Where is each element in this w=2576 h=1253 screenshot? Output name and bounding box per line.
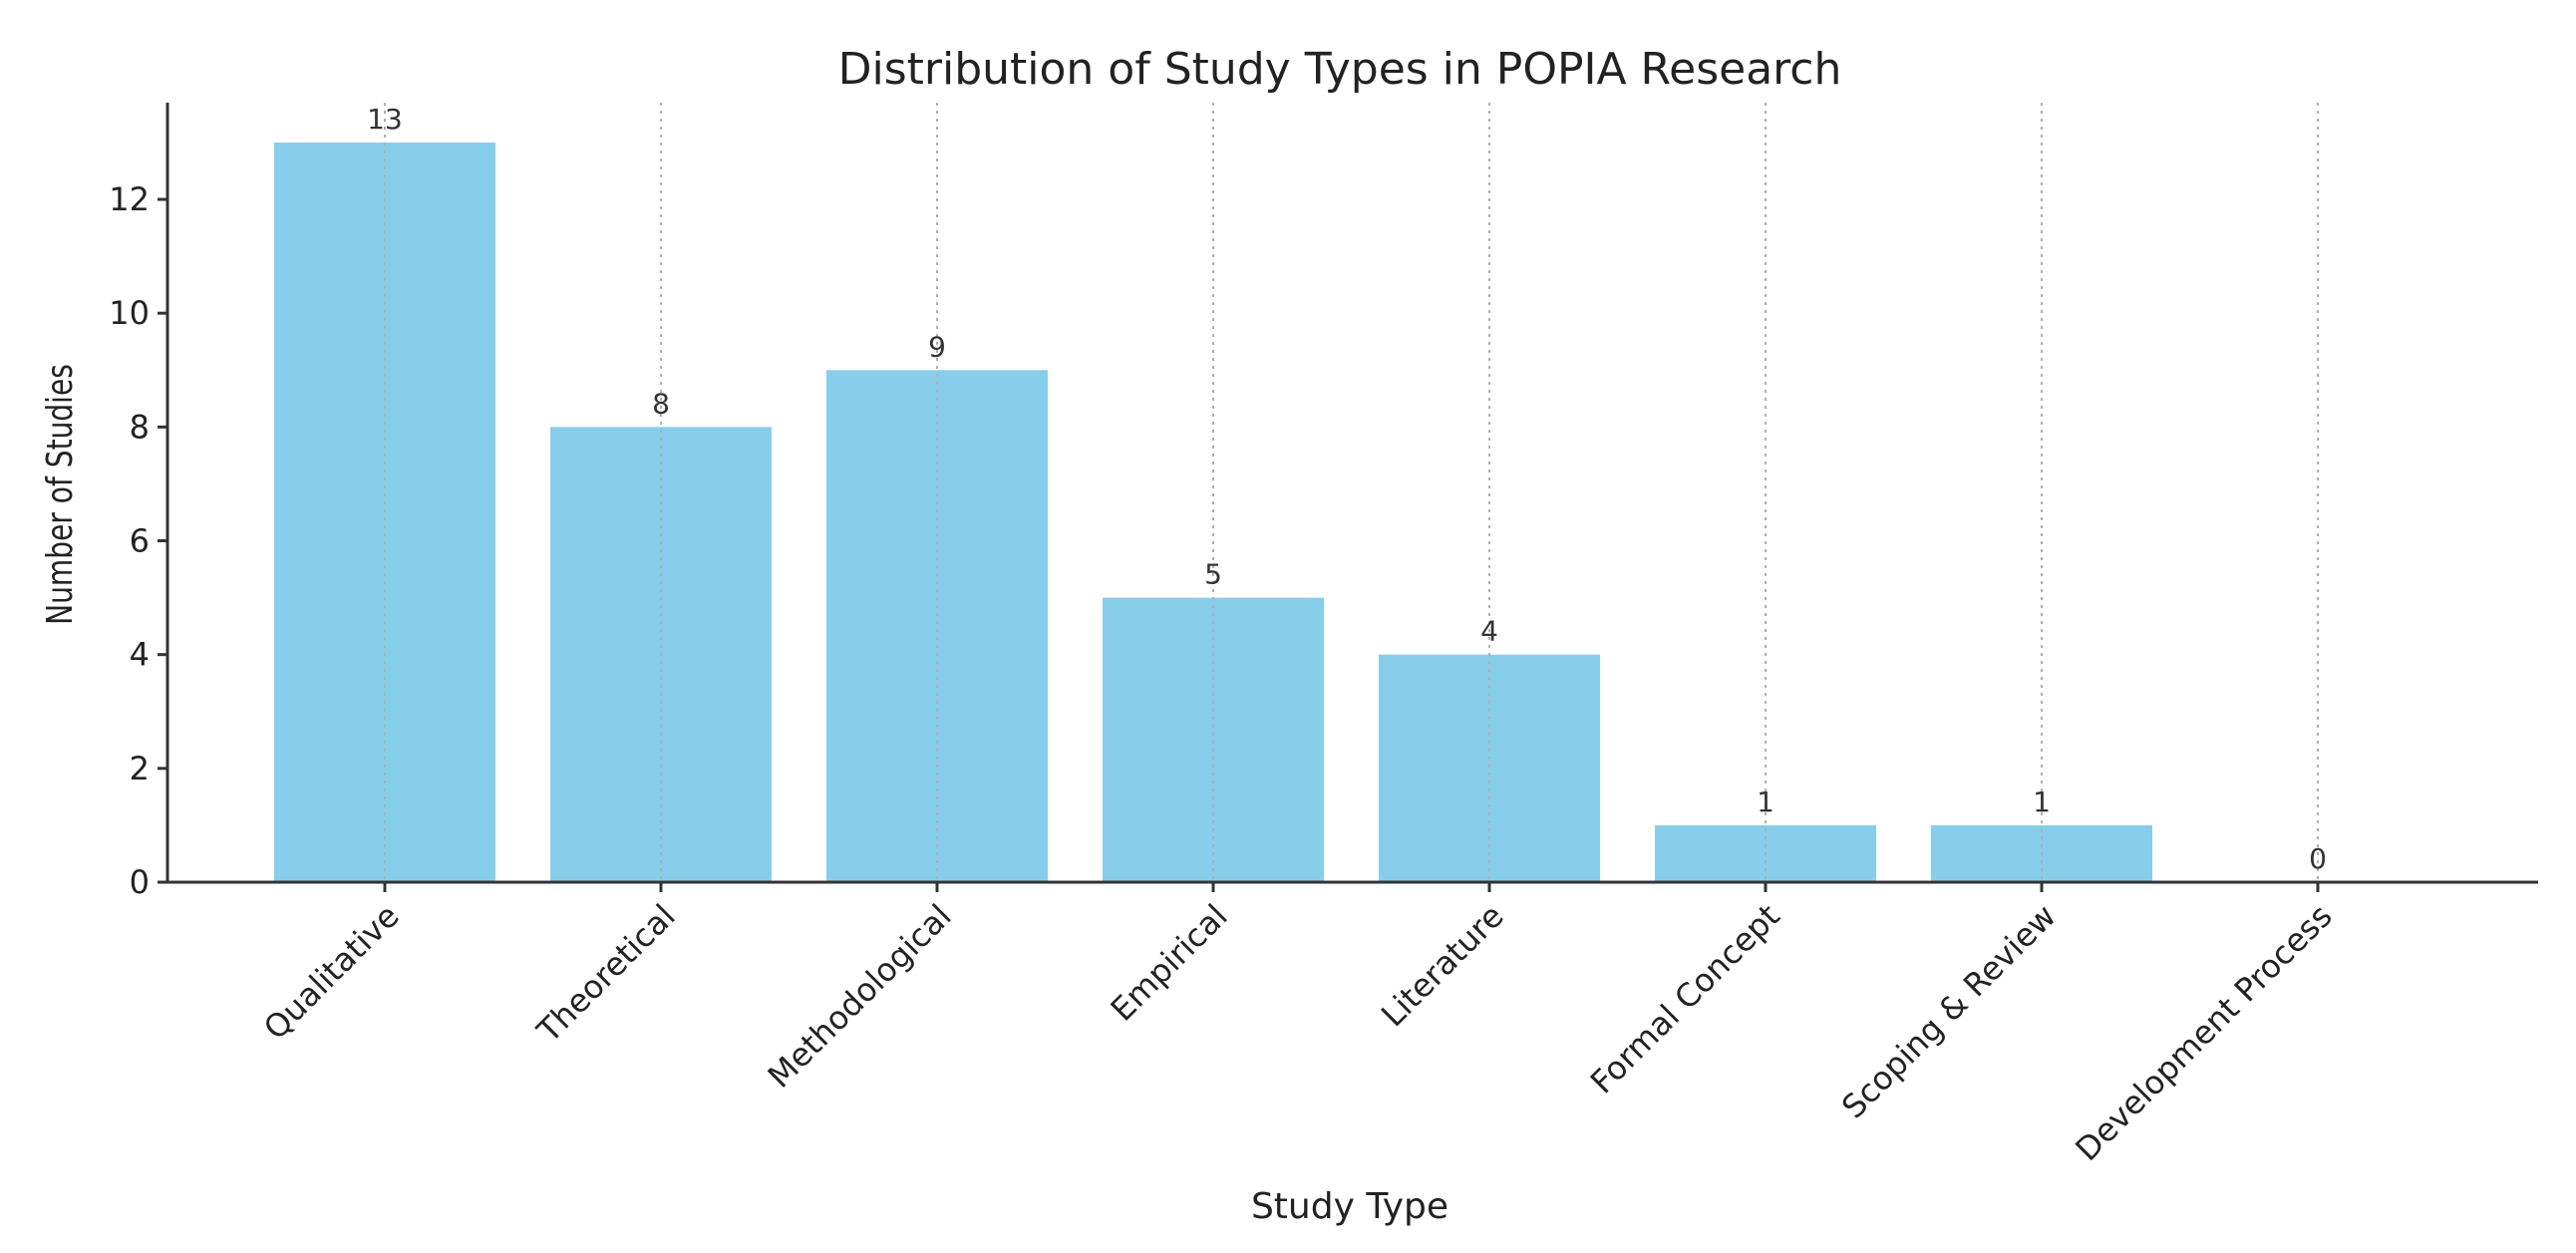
category-label-0: Qualitative	[256, 897, 407, 1048]
category-label-4: Literature	[1374, 897, 1511, 1035]
value-label-5: 1	[1757, 785, 1774, 818]
y-tick-label-3: 6	[130, 522, 150, 560]
y-axis-label: Number of Studies	[39, 364, 81, 625]
x-axis-label: Study Type	[1251, 1186, 1449, 1227]
category-label-6: Scoping & Review	[1834, 897, 2064, 1126]
bar-4	[1379, 654, 1600, 882]
y-tick-label-4: 8	[130, 408, 150, 446]
category-label-1: Theoretical	[529, 897, 683, 1051]
value-label-1: 8	[652, 387, 670, 420]
category-label-5: Formal Concept	[1583, 897, 1787, 1101]
value-label-7: 0	[2309, 842, 2327, 875]
value-labels: 13 8 9 5 4 1 1 0	[367, 103, 2327, 875]
category-label-3: Empirical	[1104, 897, 1235, 1029]
y-tick-label-5: 10	[109, 294, 150, 332]
bar-3	[1103, 597, 1324, 882]
category-label-2: Methodological	[761, 897, 959, 1096]
axes	[165, 103, 2538, 884]
value-label-4: 4	[1480, 615, 1498, 648]
category-labels: Qualitative Theoretical Methodological Empi…	[256, 882, 2340, 1168]
gridlines	[384, 103, 2319, 882]
category-label-7: Development Process	[2068, 897, 2339, 1168]
value-label-2: 9	[928, 330, 946, 363]
chart-title: Distribution of Study Types in POPIA Res…	[838, 44, 1842, 95]
value-label-0: 13	[367, 103, 403, 136]
y-tick-label-6: 12	[109, 180, 150, 218]
y-ticks: 0 2 4 6 8 10 12	[109, 180, 167, 901]
y-tick-label-0: 0	[130, 863, 150, 901]
y-tick-label-2: 4	[130, 636, 150, 674]
value-label-3: 5	[1204, 558, 1222, 591]
value-label-6: 1	[2033, 785, 2051, 818]
y-tick-label-1: 2	[130, 750, 150, 787]
